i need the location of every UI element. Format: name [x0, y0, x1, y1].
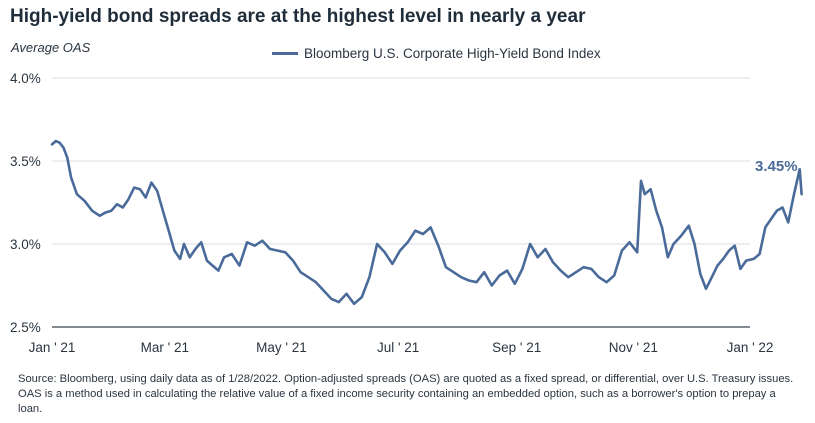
y-axis-label: Average OAS [11, 40, 91, 55]
y-tick-label: 3.0% [10, 237, 41, 252]
x-tick-label: Jan ' 21 [29, 340, 76, 355]
legend-swatch [272, 52, 298, 55]
source-note: Source: Bloomberg, using daily data as o… [18, 373, 794, 415]
x-tick-label: Jan ' 22 [727, 340, 774, 355]
x-tick-label: Jul ' 21 [377, 340, 419, 355]
x-tick-label: May ' 21 [256, 340, 307, 355]
x-tick-label: Mar ' 21 [141, 340, 189, 355]
end-value-label: 3.45% [755, 158, 798, 175]
grid-lines [52, 77, 750, 328]
chart-title: High-yield bond spreads are at the highe… [10, 6, 586, 27]
y-tick-label: 2.5% [10, 320, 41, 335]
y-tick-label: 4.0% [10, 71, 41, 86]
legend: Bloomberg U.S. Corporate High-Yield Bond… [272, 46, 601, 61]
legend-label: Bloomberg U.S. Corporate High-Yield Bond… [304, 46, 601, 61]
y-tick-label: 3.5% [10, 154, 41, 169]
x-tick-label: Nov ' 21 [609, 340, 658, 355]
x-tick-label: Sep ' 21 [492, 340, 541, 355]
y-axis-ticks: 4.0% 3.5% 3.0% 2.5% [10, 71, 41, 335]
x-axis-ticks: Jan ' 21 Mar ' 21 May ' 21 Jul ' 21 Sep ' 21… [29, 340, 774, 355]
series-line [50, 139, 803, 306]
